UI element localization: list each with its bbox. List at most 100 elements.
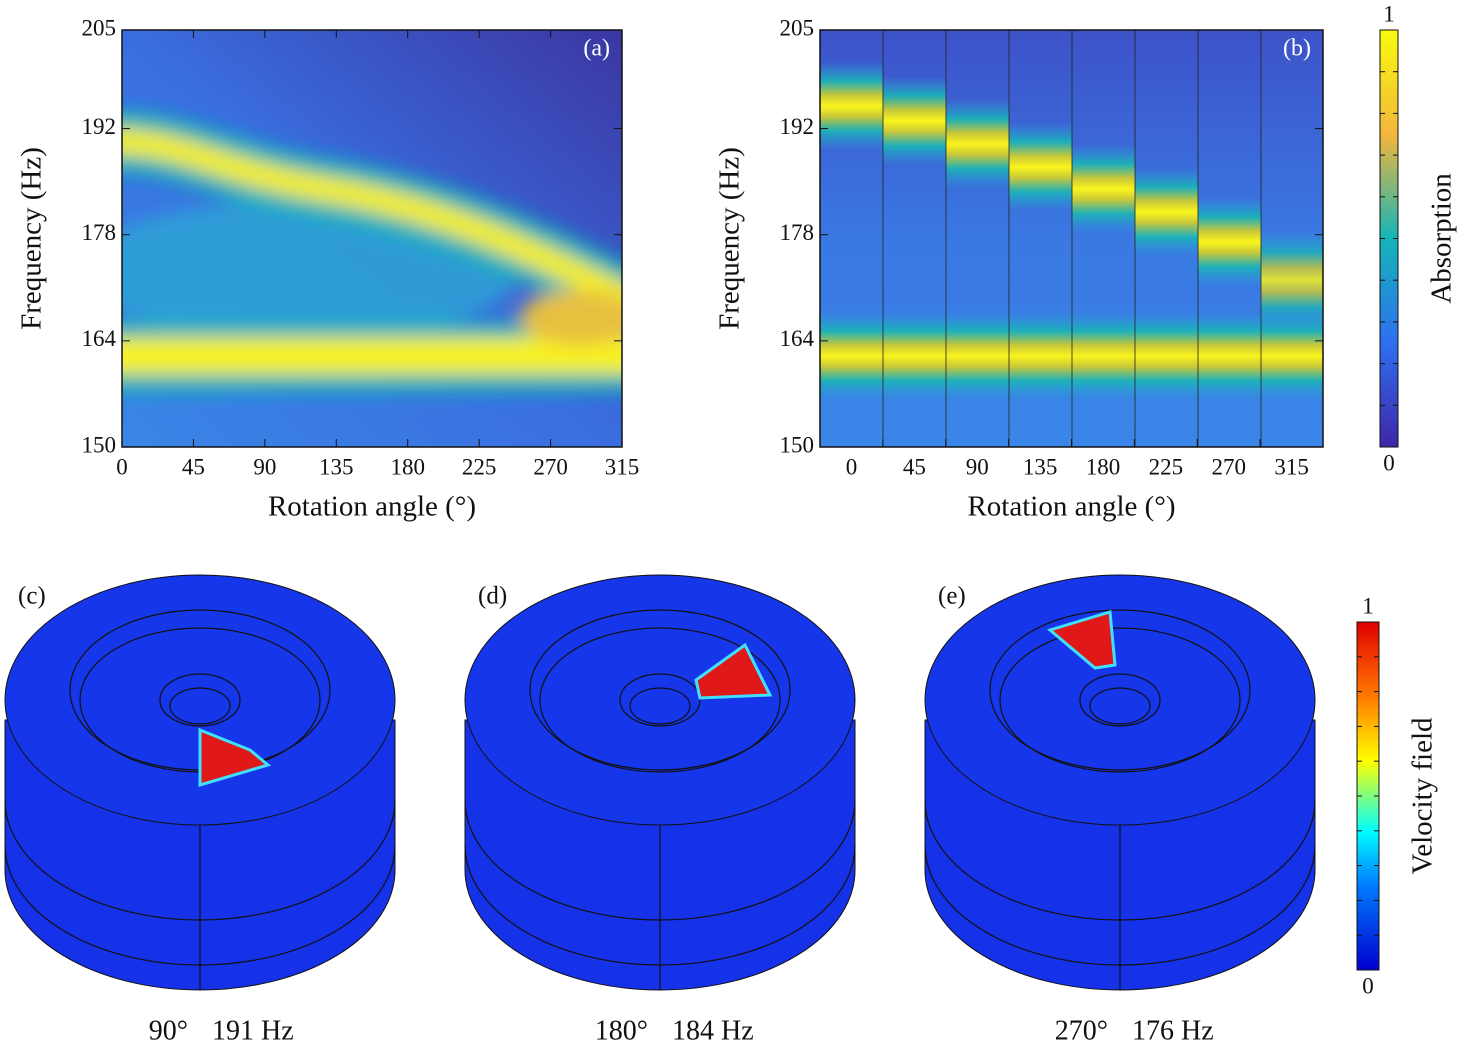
heatmap-b-part-part <box>1135 167 1198 257</box>
view-label: (d) <box>478 583 507 610</box>
y-tick-label: 150 <box>780 432 815 457</box>
x-tick-label: 90 <box>966 454 989 479</box>
colorbar-max: 1 <box>1362 593 1374 618</box>
x-tick-label: 45 <box>903 454 926 479</box>
model-view-c <box>4 574 396 991</box>
x-tick-label: 180 <box>1086 454 1121 479</box>
x-tick-label: 270 <box>533 454 568 479</box>
y-tick-label: 178 <box>82 220 117 245</box>
model-view-d <box>464 574 856 991</box>
heatmap-b-part-part <box>1009 122 1072 212</box>
heatmap-b-part-part <box>946 311 1009 401</box>
heatmap-b-part <box>1072 30 1135 447</box>
y-tick-label: 192 <box>82 114 117 139</box>
view-label: (e) <box>938 583 966 610</box>
heatmap-b-part-part <box>946 99 1009 189</box>
model-view-e-part <box>1079 673 1161 727</box>
y-tick-label: 164 <box>82 326 117 351</box>
y-axis-label: Frequency (Hz) <box>16 147 48 330</box>
heatmap-a-part-part <box>122 128 622 311</box>
colorbar-min: 0 <box>1383 450 1395 475</box>
panel-label: (b) <box>1283 36 1311 62</box>
view-frequency: 191 Hz <box>212 1015 294 1046</box>
heatmap-b-part-part <box>1072 311 1135 401</box>
heatmap-b-part <box>883 30 946 447</box>
heatmap-b-part-part <box>883 311 946 401</box>
y-tick-label: 192 <box>780 114 815 139</box>
y-tick-label: 164 <box>780 326 815 351</box>
model-view-d-part <box>464 574 856 826</box>
heatmap-b-part <box>1009 30 1072 447</box>
model-view-c-part <box>169 687 231 725</box>
plot-frame <box>121 29 623 448</box>
x-tick-label: 180 <box>390 454 425 479</box>
view-angle: 270° <box>1055 1015 1108 1046</box>
model-view-c-part <box>4 799 396 990</box>
heatmap-b-part-part <box>1198 311 1261 401</box>
x-tick-label: 135 <box>1023 454 1058 479</box>
heatmap-b-part <box>1198 30 1261 447</box>
view-frequency: 176 Hz <box>1132 1015 1214 1046</box>
x-tick-label: 225 <box>1149 454 1184 479</box>
model-view-e <box>924 574 1316 991</box>
model-view-c-part <box>198 727 272 788</box>
heatmap-a-part-part <box>122 338 622 374</box>
model-view-d-part <box>694 642 773 700</box>
model-view-e-part <box>989 609 1251 771</box>
heatmap-a-part-part <box>520 290 622 346</box>
heatmap-b-part-part <box>1009 311 1072 401</box>
colorbar-label: Absorption <box>1426 173 1458 304</box>
heatmap-b-part-part <box>1198 197 1261 287</box>
x-tick-label: 270 <box>1211 454 1246 479</box>
model-view-d-part <box>464 799 856 990</box>
x-tick-label: 0 <box>846 454 858 479</box>
heatmap-a-part <box>122 110 622 392</box>
x-tick-label: 90 <box>253 454 276 479</box>
heatmap-b-part <box>946 30 1009 447</box>
y-tick-label: 205 <box>82 15 117 40</box>
y-tick-label: 205 <box>780 15 815 40</box>
x-tick-label: 225 <box>462 454 497 479</box>
model-view-e-part <box>1089 687 1151 725</box>
model-view-e-part <box>924 799 1316 990</box>
heatmap-b-part <box>1261 30 1323 447</box>
x-tick-label: 45 <box>182 454 205 479</box>
view-angle: 180° <box>595 1015 648 1046</box>
heatmap-b-part-part <box>820 61 883 151</box>
y-axis-label: Frequency (Hz) <box>714 147 746 330</box>
x-tick-label: 0 <box>116 454 128 479</box>
x-axis-label: Rotation angle (°) <box>967 491 1175 523</box>
heatmap-b-part <box>882 30 1262 447</box>
model-view-d-part <box>539 627 781 773</box>
model-view-d-part <box>619 673 701 727</box>
model-view-d-part <box>629 687 691 725</box>
x-tick-label: 315 <box>1274 454 1309 479</box>
x-tick-label: 315 <box>605 454 640 479</box>
model-view-d-part <box>529 609 791 771</box>
view-angle: 90° <box>149 1015 188 1046</box>
colorbar-min: 0 <box>1362 973 1374 998</box>
y-tick-label: 178 <box>780 220 815 245</box>
view-label: (c) <box>18 583 46 610</box>
x-axis-label: Rotation angle (°) <box>268 491 476 523</box>
heatmap-b-part-part <box>1135 311 1198 401</box>
y-tick-label: 150 <box>82 432 117 457</box>
colorbar-max: 1 <box>1383 1 1395 26</box>
heatmap-b-part-part <box>820 311 883 401</box>
model-view-c-part <box>4 574 396 826</box>
panel-label: (a) <box>583 36 610 62</box>
heatmap-b-part-part <box>883 76 946 166</box>
colorbar-label: Velocity field <box>1407 717 1439 875</box>
view-frequency: 184 Hz <box>672 1015 754 1046</box>
model-view-e-part <box>999 627 1241 773</box>
model-view-e-part <box>924 574 1316 826</box>
heatmap-b-part <box>820 30 883 447</box>
model-view-e-part <box>1046 610 1117 670</box>
heatmap-a <box>122 30 622 447</box>
x-tick-label: 135 <box>319 454 354 479</box>
heatmap-b-part-part <box>1072 144 1135 234</box>
heatmap-b-part <box>1135 30 1198 447</box>
model-view-c-part <box>159 673 241 727</box>
heatmap-b <box>820 30 1323 447</box>
